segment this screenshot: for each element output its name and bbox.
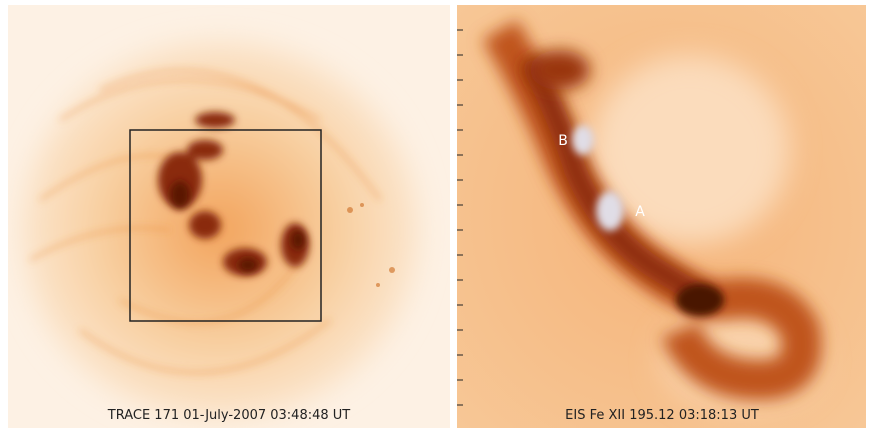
region-label: A [635, 204, 645, 220]
caption: EIS Fe XII 195.12 03:18:13 UT [565, 408, 759, 423]
figure: TRACE 171 01-July-2007 03:48:48 UT B A E… [0, 0, 873, 430]
eis-image [457, 5, 866, 428]
caption: TRACE 171 01-July-2007 03:48:48 UT [107, 408, 351, 423]
trace-image [8, 5, 450, 428]
region-label: B [558, 133, 568, 149]
